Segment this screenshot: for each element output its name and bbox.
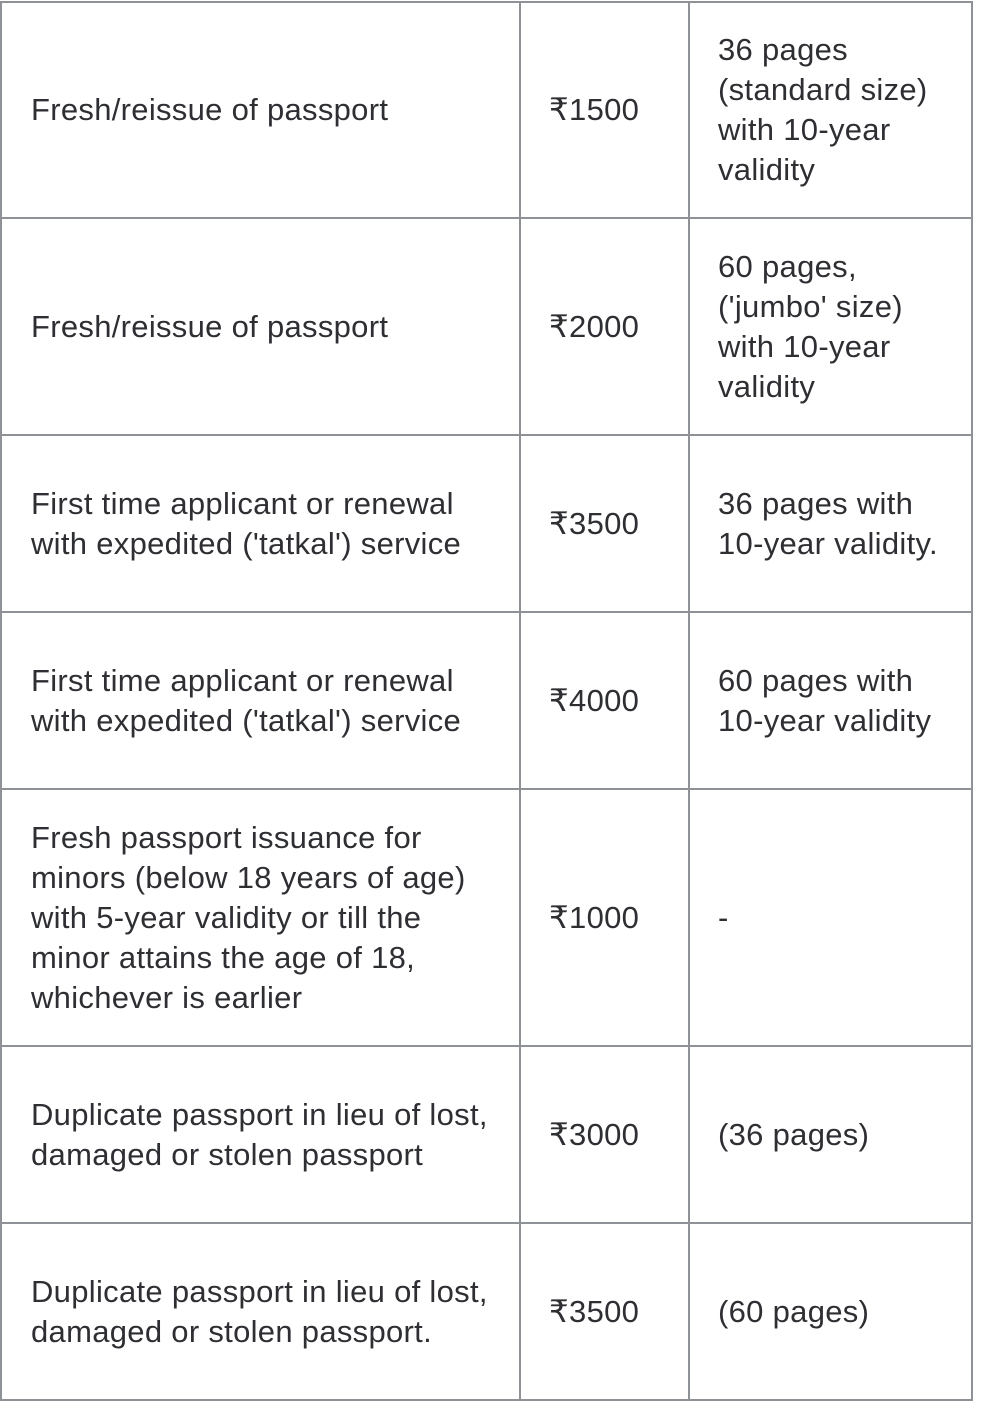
table-row: First time applicant or renewal with exp… [0,434,973,613]
table-row: Duplicate passport in lieu of lost, dama… [0,1045,973,1224]
table-row: Fresh/reissue of passport ₹1500 36 pages (… [0,1,973,219]
fee-cell: ₹3000 [519,1045,690,1224]
table-row: Fresh/reissue of passport ₹2000 60 pages, … [0,217,973,436]
fee-cell: ₹3500 [519,434,690,613]
service-cell: Duplicate passport in lieu of lost, dama… [0,1222,521,1401]
table-body: Fresh/reissue of passport ₹1500 36 pages (… [0,1,973,1401]
details-cell: 60 pages, ('jumbo' size) with 10-year va… [688,217,973,436]
passport-fee-table: Fresh/reissue of passport ₹1500 36 pages (… [0,1,973,1401]
fee-cell: ₹3500 [519,1222,690,1401]
service-cell: Fresh/reissue of passport [0,1,521,219]
fee-cell: ₹2000 [519,217,690,436]
details-cell: (60 pages) [688,1222,973,1401]
details-cell: 36 pages (standard size) with 10-year va… [688,1,973,219]
details-cell: 36 pages with 10-year validity. [688,434,973,613]
details-cell: 60 pages with 10-year validity [688,611,973,790]
table-row: Fresh passport issuance for minors (belo… [0,788,973,1047]
service-cell: First time applicant or renewal with exp… [0,434,521,613]
service-cell: Fresh/reissue of passport [0,217,521,436]
table-row: First time applicant or renewal with exp… [0,611,973,790]
fee-cell: ₹4000 [519,611,690,790]
table-row: Duplicate passport in lieu of lost, dama… [0,1222,973,1401]
details-cell: - [688,788,973,1047]
fee-cell: ₹1500 [519,1,690,219]
details-cell: (36 pages) [688,1045,973,1224]
fee-cell: ₹1000 [519,788,690,1047]
service-cell: First time applicant or renewal with exp… [0,611,521,790]
service-cell: Fresh passport issuance for minors (belo… [0,788,521,1047]
service-cell: Duplicate passport in lieu of lost, dama… [0,1045,521,1224]
